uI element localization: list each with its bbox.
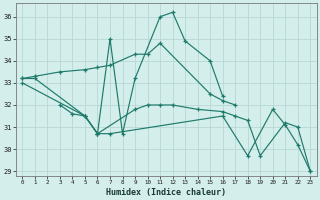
X-axis label: Humidex (Indice chaleur): Humidex (Indice chaleur): [106, 188, 226, 197]
